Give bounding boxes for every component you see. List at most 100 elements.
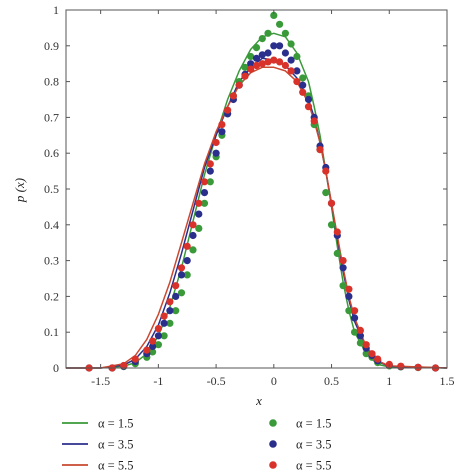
data-point-2 (276, 58, 284, 66)
data-point-1 (270, 42, 278, 50)
data-point-0 (154, 341, 162, 349)
data-point-2 (143, 346, 151, 354)
data-point-1 (218, 128, 226, 136)
y-tick-label: 0.6 (44, 146, 59, 160)
data-point-2 (177, 264, 186, 272)
data-point-1 (247, 60, 255, 68)
legend-marker-swatch (269, 419, 277, 427)
data-point-1 (212, 149, 220, 157)
data-point-1 (276, 42, 284, 50)
y-tick-label: 0.1 (44, 325, 59, 339)
data-point-0 (281, 29, 289, 37)
data-point-2 (224, 106, 232, 114)
data-point-2 (322, 167, 330, 175)
data-point-0 (258, 35, 266, 43)
data-point-2 (252, 61, 261, 70)
data-point-2 (206, 160, 214, 168)
data-point-0 (339, 282, 347, 290)
data-point-0 (172, 307, 180, 315)
data-point-0 (270, 11, 278, 19)
data-point-0 (345, 307, 353, 315)
data-point-2 (374, 355, 382, 363)
data-point-0 (241, 63, 249, 71)
data-point-2 (172, 282, 180, 290)
plot-area (66, 11, 448, 372)
data-point-2 (287, 67, 295, 75)
data-point-1 (189, 231, 197, 240)
data-point-2 (212, 138, 220, 147)
legend: α = 1.5 α = 1.5 α = 3.5 α = 3.5 α = 5.5 α = 5… (62, 417, 331, 473)
y-tick-label: 0.7 (44, 110, 59, 124)
data-point-0 (322, 189, 330, 197)
data-point-2 (362, 341, 370, 349)
data-point-2 (120, 361, 128, 370)
data-point-2 (299, 88, 307, 96)
data-point-0 (160, 332, 168, 340)
data-point-1 (149, 342, 157, 351)
x-tick-label: -1.5 (91, 374, 110, 388)
data-point-1 (183, 257, 191, 265)
data-point-2 (229, 92, 237, 100)
y-tick-label: 0.9 (44, 39, 59, 53)
y-tick-label: 0.4 (44, 218, 59, 232)
data-point-0 (149, 348, 157, 356)
data-point-0 (206, 178, 214, 186)
data-point-1 (154, 332, 162, 340)
data-point-2 (247, 65, 255, 73)
data-point-0 (195, 224, 203, 232)
data-point-0 (356, 339, 364, 347)
series-line-1 (66, 57, 448, 369)
data-point-1 (351, 314, 359, 322)
data-point-0 (333, 249, 341, 257)
data-point-2 (327, 199, 336, 207)
data-point-0 (362, 350, 370, 358)
data-point-1 (206, 167, 214, 175)
data-point-1 (264, 49, 272, 57)
data-point-2 (293, 78, 301, 86)
series-line-2 (66, 66, 448, 369)
series-line-0 (66, 32, 448, 369)
data-point-2 (345, 285, 353, 293)
data-point-2 (414, 363, 422, 371)
data-point-2 (356, 326, 364, 334)
data-point-2 (166, 298, 174, 306)
data-point-2 (149, 337, 157, 345)
data-point-2 (131, 355, 139, 363)
data-point-2 (397, 362, 405, 370)
data-point-2 (316, 146, 324, 154)
data-point-0 (276, 20, 284, 28)
y-tick-label: 0.5 (44, 182, 59, 196)
data-point-2 (200, 178, 209, 186)
data-point-1 (200, 189, 209, 197)
legend-entry-label: α = 3.5 (296, 438, 331, 452)
data-point-0 (252, 44, 261, 52)
y-tick-label: 0 (53, 361, 59, 375)
data-point-0 (293, 52, 301, 61)
y-tick-label: 0.3 (44, 254, 59, 268)
data-point-0 (189, 246, 197, 254)
data-point-2 (270, 56, 278, 64)
x-tick-label: 0.5 (324, 374, 339, 388)
legend-marker-swatch (269, 461, 277, 469)
data-point-2 (154, 325, 162, 333)
data-point-1 (356, 332, 364, 340)
data-point-2 (333, 228, 341, 236)
data-point-0 (183, 271, 191, 279)
x-tick-label: 0 (271, 374, 277, 388)
data-point-2 (368, 350, 376, 358)
data-point-2 (189, 221, 197, 229)
y-tick-label: 1 (53, 3, 59, 17)
data-point-2 (241, 72, 249, 80)
legend-entry-label: α = 1.5 (98, 417, 133, 431)
data-point-2 (310, 117, 318, 125)
legend-entry-label: α = 3.5 (98, 438, 133, 452)
data-point-0 (200, 199, 209, 207)
data-point-1 (299, 81, 307, 89)
data-point-1 (160, 319, 168, 327)
y-axis-label: p (x) (12, 178, 27, 203)
data-point-0 (351, 328, 359, 336)
data-point-2 (195, 199, 203, 207)
data-point-2 (281, 61, 289, 70)
legend-entry-label: α = 5.5 (98, 459, 133, 473)
